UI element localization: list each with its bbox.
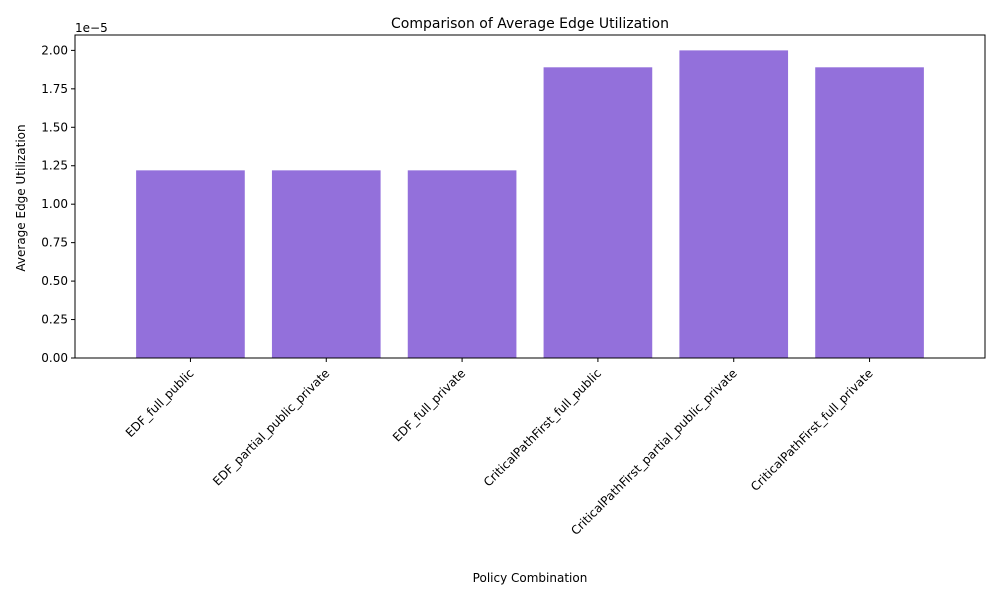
- bar-EDF_full_private: [407, 170, 517, 358]
- plot-area-frame: [74, 34, 986, 359]
- y-axis-label: Average Edge Utilization: [14, 124, 28, 271]
- y-tick-label: 1.50: [41, 120, 68, 134]
- y-tick-label: 0.50: [41, 274, 68, 288]
- y-tick-label: 1.00: [41, 197, 68, 211]
- chart-title: Comparison of Average Edge Utilization: [391, 16, 669, 32]
- bars-layer: [136, 50, 924, 359]
- y-axis-ticks: 0.00 0.25 0.50 0.75 1.00 1.25 1.50 1.75 2.00: [41, 43, 75, 365]
- bar-CriticalPathFirst_full_public: [543, 67, 653, 359]
- x-tick-label: EDF_full_public: [123, 366, 197, 440]
- x-axis-ticks: EDF_full_public EDF_partial_public_privat…: [123, 358, 876, 538]
- x-tick-label: CriticalPathFirst_full_public: [481, 366, 604, 489]
- y-tick-label: 1.25: [41, 159, 68, 173]
- y-tick-label: 1.75: [41, 82, 68, 96]
- y-tick-label: 0.25: [41, 313, 68, 327]
- bar-CriticalPathFirst_partial_public_private: [679, 50, 789, 358]
- y-axis-offset-label: 1e−5: [75, 21, 108, 35]
- x-axis-label: Policy Combination: [473, 571, 588, 585]
- x-tick-label: EDF_partial_public_private: [210, 366, 332, 488]
- y-tick-label: 2.00: [41, 43, 68, 57]
- y-tick-label: 0.75: [41, 236, 68, 250]
- bar-CriticalPathFirst_full_private: [815, 67, 924, 359]
- x-tick-label: EDF_full_private: [390, 366, 468, 444]
- x-tick-label: CriticalPathFirst_full_private: [748, 366, 876, 494]
- bar-EDF_full_public: [136, 170, 245, 358]
- y-tick-label: 0.00: [41, 351, 68, 365]
- bar-EDF_partial_public_private: [271, 170, 381, 358]
- x-tick-label: CriticalPathFirst_partial_public_private: [568, 366, 740, 538]
